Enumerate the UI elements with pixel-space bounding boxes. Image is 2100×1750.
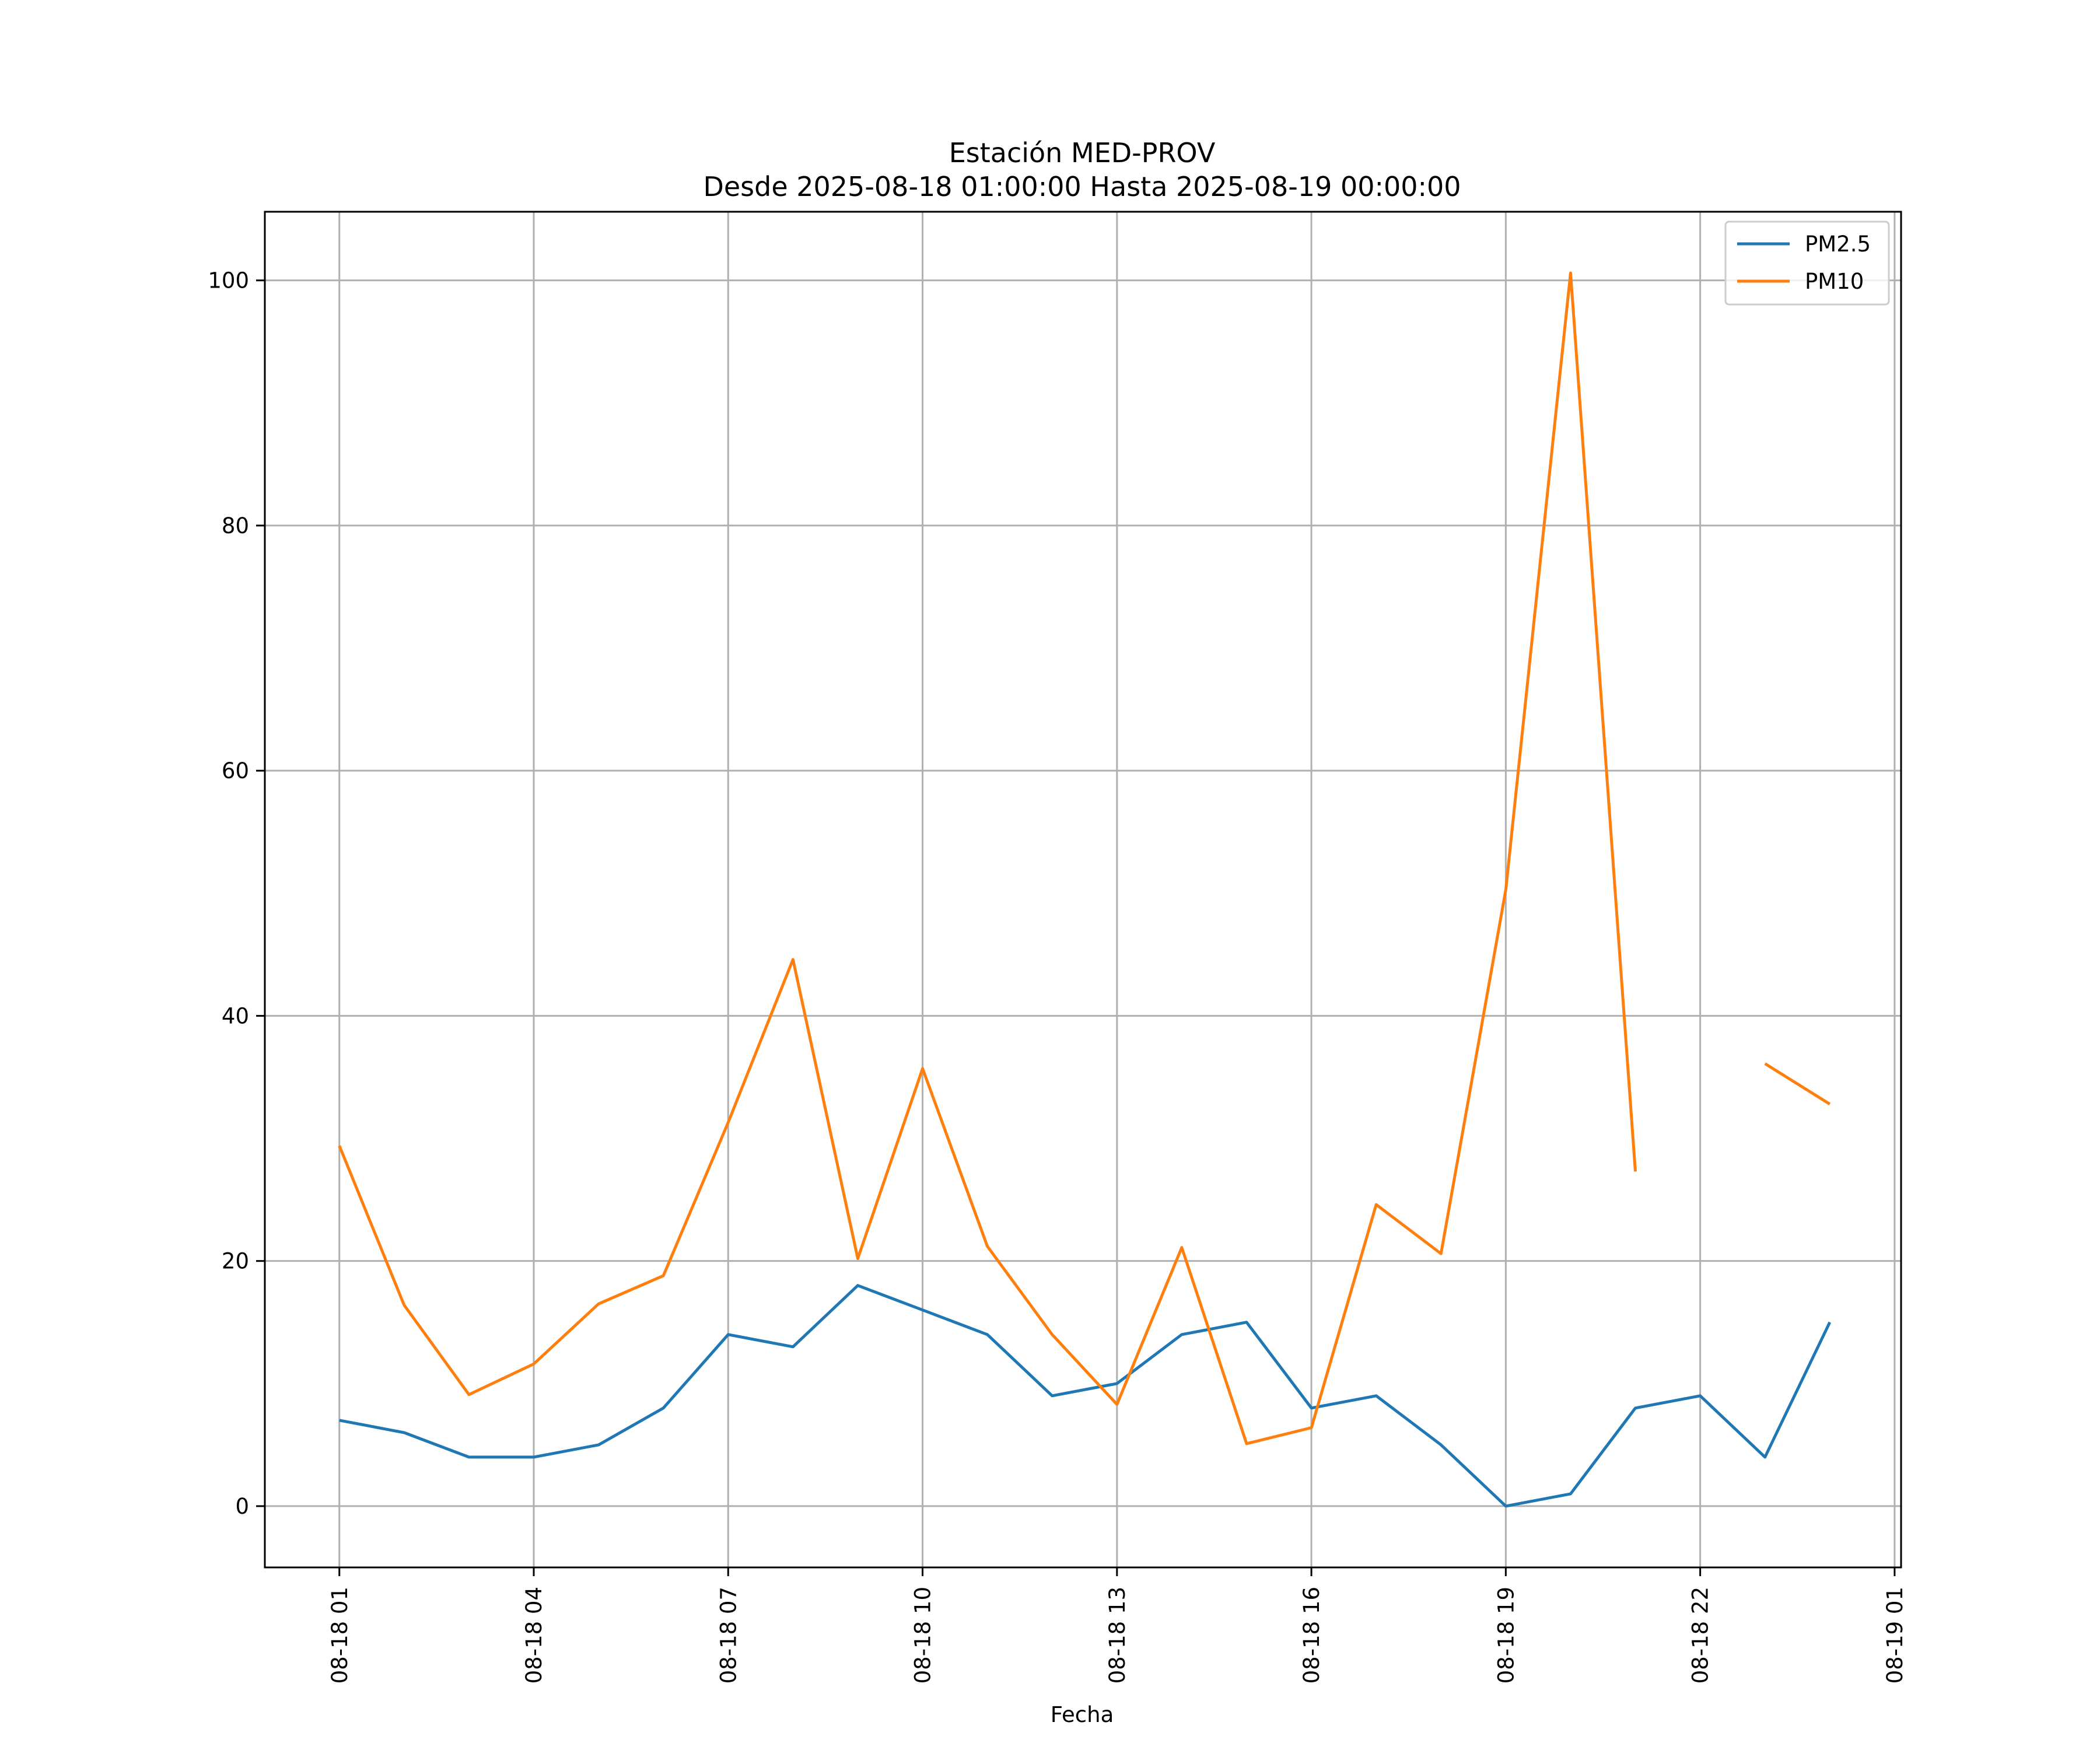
chart-title: Estación MED-PROV	[949, 137, 1216, 169]
x-tick-label: 08-18 19	[1493, 1587, 1518, 1684]
x-tick-label: 08-18 22	[1688, 1587, 1713, 1684]
x-tick-label: 08-19 01	[1882, 1587, 1908, 1684]
x-tick-label: 08-18 04	[522, 1587, 547, 1684]
plot-area-frame	[264, 211, 1902, 1569]
y-tick-label: 100	[208, 268, 249, 293]
series-line-pm25	[339, 1284, 1832, 1508]
x-tick-label: 08-18 07	[716, 1587, 741, 1684]
y-tick-label: 80	[222, 513, 249, 538]
legend-pm25-label: PM2.5	[1805, 232, 1871, 257]
grid	[265, 212, 1901, 1567]
series-lines	[338, 271, 1832, 1508]
y-tick-label: 20	[222, 1249, 249, 1274]
y-axis-ticks: 0 20 40 60 80 100	[208, 268, 265, 1519]
x-tick-label: 08-18 13	[1105, 1587, 1130, 1684]
y-tick-label: 60	[222, 758, 249, 783]
y-tick-label: 40	[222, 1003, 249, 1028]
x-tick-label: 08-18 10	[911, 1587, 936, 1684]
chart-subtitle: Desde 2025-08-18 01:00:00 Hasta 2025-08-…	[703, 171, 1461, 202]
y-tick-label: 0	[235, 1494, 249, 1519]
x-axis-ticks: 08-18 01 08-18 04 08-18 07 08-18 10 08-18 13…	[327, 1567, 1908, 1684]
x-axis-label: Fecha	[1051, 1702, 1114, 1727]
legend: PM2.5 PM10	[1724, 220, 1890, 306]
series-line-pm10	[338, 271, 1831, 1446]
x-tick-label: 08-18 01	[327, 1587, 352, 1684]
x-tick-label: 08-18 16	[1299, 1587, 1324, 1684]
legend-pm10-label: PM10	[1805, 269, 1864, 294]
